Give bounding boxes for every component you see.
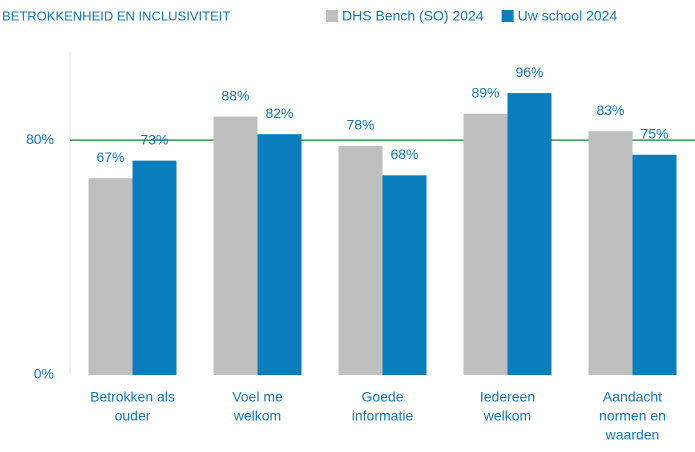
bar [382,175,427,375]
x-tick-label: welkom [483,408,531,424]
value-label: 83% [596,102,624,118]
x-tick-label: Betrokken als [90,389,175,405]
value-label: 78% [346,117,374,133]
value-label: 82% [265,105,293,121]
bar [632,154,677,375]
bar [132,160,177,375]
bar [588,131,633,375]
bar [463,113,508,375]
x-tick-label: welkom [233,408,281,424]
bar [213,116,258,375]
y-tick-label: 80% [26,131,54,147]
x-tick-label: Goede [361,389,403,405]
bar [88,178,133,375]
x-tick-label: Voel me [232,389,283,405]
value-label: 88% [221,87,249,103]
bar [338,145,383,375]
chart-title: BETROKKENHEID EN INCLUSIVITEIT [2,8,230,23]
x-tick-label: informatie [352,408,414,424]
value-label: 67% [96,149,124,165]
x-tick-label: ouder [115,408,151,424]
legend-swatch [501,10,514,22]
y-tick-label: 0% [34,366,54,382]
value-label: 89% [471,84,499,100]
value-label: 68% [390,146,418,162]
legend-label: DHS Bench (SO) 2024 [342,8,484,24]
bar [507,93,552,375]
legend-swatch [326,10,338,22]
x-tick-label: normen en [599,408,666,424]
x-tick-label: Iedereen [480,389,535,405]
x-tick-label: Aandacht [603,389,662,405]
value-label: 73% [140,131,168,147]
x-tick-label: waarden [605,427,660,443]
bar [257,134,302,375]
value-label: 75% [640,125,668,141]
value-label: 96% [515,64,543,80]
legend-label: Uw school 2024 [518,8,618,24]
